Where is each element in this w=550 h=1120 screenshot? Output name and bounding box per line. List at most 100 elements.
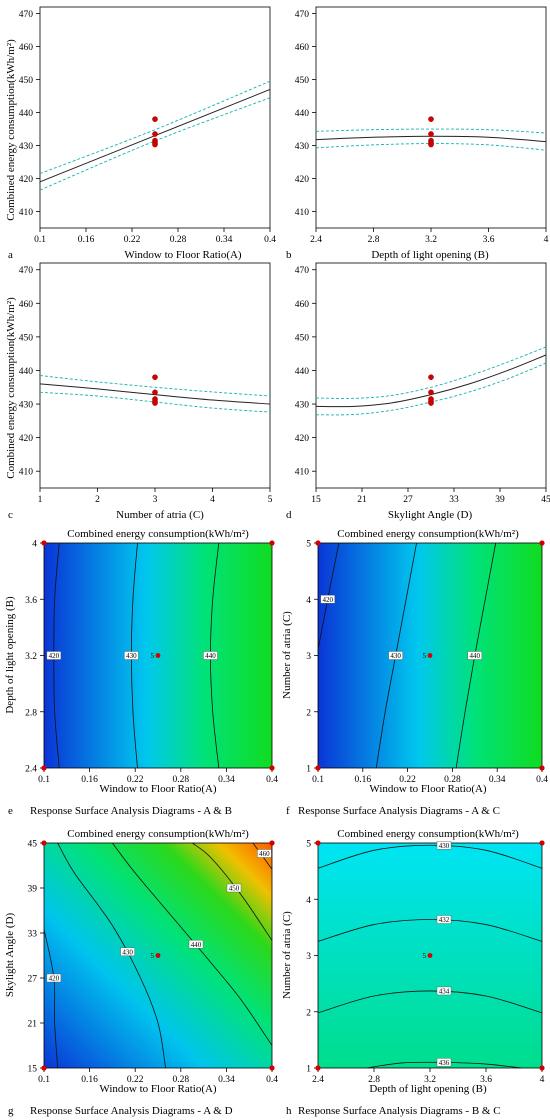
- panel-f-axes: 0.1 0.16 0.22 0.28 0.34 0.4 1 2 3 4 5 420 430 440 5: [306, 540, 548, 786]
- panel-b-ci-line: [315, 128, 547, 134]
- panel-b-design-point: [428, 141, 434, 148]
- panel-d-ci-line: [315, 346, 547, 399]
- panel-c-letter: c: [8, 509, 13, 521]
- panel-g-xtick-label: 0.1: [38, 1075, 50, 1085]
- panel-b-ytick-label: 460: [295, 43, 310, 53]
- panel-f-ytick-label: 1: [306, 765, 311, 775]
- panel-e-xtick-label: 0.16: [81, 775, 98, 785]
- panel-c-xtick-label: 5: [268, 495, 273, 505]
- panel-a-xtick-label: 0.16: [78, 235, 95, 245]
- panel-c-xtick-label: 3: [153, 495, 158, 505]
- panel-b-ytick-label: 430: [295, 142, 310, 152]
- panel-g-corner-point: [41, 840, 47, 846]
- panel-e-corner-point: [269, 540, 275, 546]
- panel-e-contour-label-box: [124, 651, 139, 660]
- panel-a-ytick-label: 410: [19, 208, 34, 218]
- panel-c-ytick-label: 460: [19, 300, 34, 310]
- panel-e-xtick-label: 0.1: [38, 775, 50, 785]
- panel-g-ylabel: Skylight Angle (D): [4, 913, 16, 998]
- panel-g-xtick-label: 0.4: [266, 1075, 278, 1085]
- panel-b-xtick-label: 4: [544, 235, 549, 245]
- panel-e-contour-label: 440: [205, 652, 216, 660]
- panel-d-design-point: [428, 374, 434, 380]
- panel-e-contour-label-box: [203, 651, 218, 660]
- panel-g-contour-label: 460: [259, 850, 270, 858]
- panel-h-corner-point: [539, 840, 545, 846]
- panel-g-contour-label-box: [188, 940, 204, 949]
- panel-a-xtick-label: 0.1: [34, 235, 46, 245]
- panel-g-contour-label: 440: [191, 941, 202, 949]
- panel-a-ylabel: Combined energy consumption(kWh/m²): [5, 39, 17, 221]
- panel-b-design-point: [428, 131, 434, 137]
- panel-f-xtick-label: 0.16: [354, 775, 371, 785]
- panel-h-xtick-label: 3.6: [480, 1075, 492, 1085]
- panel-a-xlabel: Window to Floor Ratio(A): [124, 249, 242, 261]
- panel-a-xtick-label: 0.34: [216, 235, 233, 245]
- panel-d-ytick-label: 460: [295, 300, 310, 310]
- panel-d-ytick-label: 420: [295, 434, 310, 444]
- panel-e-caption: Response Surface Analysis Diagrams - A &…: [30, 805, 232, 817]
- panel-h-ylabel: Number of atria (C): [281, 911, 293, 999]
- panel-g-contour-label-box: [257, 849, 272, 858]
- panel-g-corner-point: [269, 1065, 275, 1071]
- panel-h-contour-label: 434: [439, 987, 450, 995]
- panel-g-contour-label: 420: [49, 975, 60, 983]
- panel-e-xlabel: Window to Floor Ratio(A): [99, 783, 217, 795]
- panel-c-ytick-label: 450: [19, 333, 34, 343]
- panel-e-contour-label-box: [46, 651, 62, 660]
- panel-a-letter: a: [8, 249, 13, 261]
- panel-h-xtick-label: 2.8: [368, 1075, 380, 1085]
- panel-b-xtick-label: 3.2: [425, 235, 437, 245]
- panel-e: Combined energy consumption(kWh/m²) Dept…: [4, 528, 249, 817]
- panel-a-ytick-label: 450: [19, 76, 34, 86]
- panel-d-ytick-label: 470: [295, 266, 310, 276]
- panel-g-contour-label-box: [226, 883, 242, 893]
- panel-g-center-count: 5: [151, 952, 155, 960]
- panel-f-contour-label: 440: [470, 652, 481, 660]
- panel-h-contour-432: [317, 919, 543, 942]
- panel-f-xtick-label: 0.22: [399, 775, 416, 785]
- panel-a-axes: 0.1 0.16 0.22 0.28 0.34 0.4 410 420 430 440 450 460…: [19, 6, 276, 245]
- panel-d-ytick-label: 440: [295, 367, 310, 377]
- panel-a: a Combined energy consumption(kWh/m²) Wi…: [5, 39, 242, 261]
- panel-h-contour-430: [317, 844, 543, 869]
- panel-a-design-point: [152, 141, 158, 148]
- panel-g-caption: Response Surface Analysis Diagrams - A &…: [30, 1105, 233, 1117]
- panel-h-center-count: 5: [423, 952, 427, 960]
- panel-d-ytick-label: 450: [295, 333, 310, 343]
- panel-a-design-point: [152, 116, 158, 122]
- panel-e-contour-label: 430: [126, 652, 137, 660]
- panel-f-ytick-label: 4: [306, 596, 311, 606]
- panel-b-ytick-label: 470: [295, 10, 310, 20]
- panel-c-design-point: [152, 389, 158, 396]
- panel-b-ytick-label: 440: [295, 109, 310, 119]
- panel-e-xtick-label: 0.22: [127, 775, 144, 785]
- panel-c-ytick-label: 440: [19, 367, 34, 377]
- panel-g-contour-label-box: [120, 947, 135, 956]
- panel-f-title: Combined energy consumption(kWh/m²): [337, 528, 519, 540]
- panel-e-corner-point: [41, 765, 47, 771]
- panel-f-xtick-label: 0.34: [489, 775, 506, 785]
- panel-h-contour-label-box: [436, 986, 452, 996]
- panel-d-xtick-label: 45: [541, 495, 550, 505]
- panel-h-title: Combined energy consumption(kWh/m²): [337, 828, 519, 840]
- panel-a-design-point: [152, 131, 158, 137]
- panel-f-corner-point: [315, 765, 321, 771]
- panel-d-xtick-label: 15: [311, 495, 321, 505]
- panel-g-ytick-label: 45: [28, 840, 38, 850]
- panel-d-ci-line: [315, 362, 547, 416]
- panel-c-xlabel: Number of atria (C): [116, 509, 204, 521]
- panel-d: d Skylight Angle (D): [286, 509, 472, 521]
- panel-h-ytick-label: 3: [306, 952, 311, 962]
- panel-a-xtick-label: 0.22: [124, 235, 141, 245]
- panel-f-contour-label-box: [388, 651, 403, 660]
- panel-f-contour-label-box: [467, 651, 482, 660]
- panel-a-ytick-label: 460: [19, 43, 34, 53]
- panel-g-ytick-label: 33: [28, 930, 38, 940]
- panel-h-contour-label-box: [436, 841, 452, 850]
- panel-f-ytick-label: 3: [306, 652, 311, 662]
- panel-g-xtick-label: 0.34: [218, 1075, 235, 1085]
- panel-h-corner-point: [315, 1065, 321, 1071]
- panel-g-xlabel: Window to Floor Ratio(A): [99, 1083, 217, 1095]
- panel-b-xtick-label: 3.6: [483, 235, 495, 245]
